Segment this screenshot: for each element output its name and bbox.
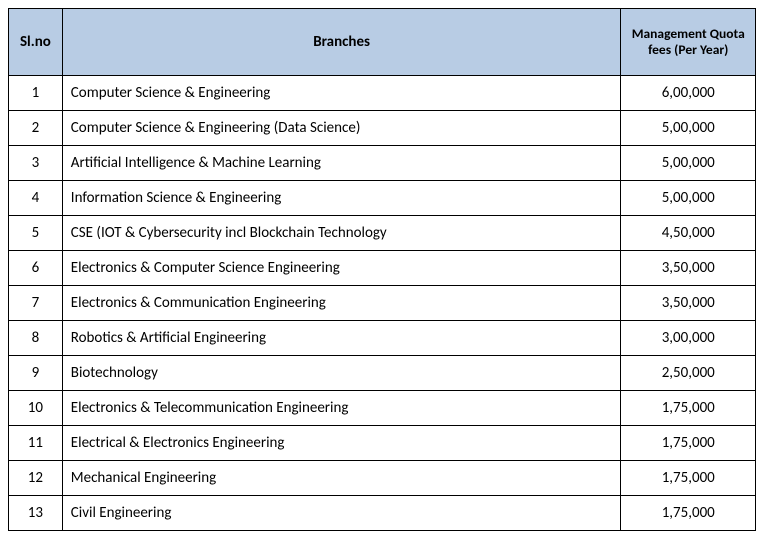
cell-fee: 1,75,000 [621, 391, 756, 426]
cell-fee: 3,00,000 [621, 321, 756, 356]
cell-slno: 4 [9, 181, 63, 216]
cell-slno: 2 [9, 111, 63, 146]
cell-fee: 1,75,000 [621, 426, 756, 461]
cell-branch: Electronics & Computer Science Engineeri… [62, 251, 621, 286]
cell-branch: Artificial Intelligence & Machine Learni… [62, 146, 621, 181]
cell-slno: 11 [9, 426, 63, 461]
table-row: 2 Computer Science & Engineering (Data S… [9, 111, 756, 146]
cell-fee: 3,50,000 [621, 286, 756, 321]
cell-fee: 2,50,000 [621, 356, 756, 391]
table-row: 9 Biotechnology 2,50,000 [9, 356, 756, 391]
table-row: 6 Electronics & Computer Science Enginee… [9, 251, 756, 286]
table-row: 5 CSE (IOT & Cybersecurity incl Blockcha… [9, 216, 756, 251]
cell-slno: 3 [9, 146, 63, 181]
cell-branch: Computer Science & Engineering (Data Sci… [62, 111, 621, 146]
table-row: 8 Robotics & Artificial Engineering 3,00… [9, 321, 756, 356]
header-fees: Management Quota fees (Per Year) [621, 9, 756, 76]
table-row: 4 Information Science & Engineering 5,00… [9, 181, 756, 216]
cell-fee: 5,00,000 [621, 146, 756, 181]
cell-fee: 5,00,000 [621, 181, 756, 216]
cell-slno: 1 [9, 76, 63, 111]
header-slno: Sl.no [9, 9, 63, 76]
cell-fee: 1,75,000 [621, 461, 756, 496]
table-row: 7 Electronics & Communication Engineerin… [9, 286, 756, 321]
fees-table: Sl.no Branches Management Quota fees (Pe… [8, 8, 756, 531]
table-row: 1 Computer Science & Engineering 6,00,00… [9, 76, 756, 111]
table-row: 13 Civil Engineering 1,75,000 [9, 496, 756, 531]
cell-fee: 4,50,000 [621, 216, 756, 251]
cell-fee: 3,50,000 [621, 251, 756, 286]
cell-slno: 9 [9, 356, 63, 391]
cell-branch: Biotechnology [62, 356, 621, 391]
cell-slno: 8 [9, 321, 63, 356]
table-row: 11 Electrical & Electronics Engineering … [9, 426, 756, 461]
cell-branch: Mechanical Engineering [62, 461, 621, 496]
table-header-row: Sl.no Branches Management Quota fees (Pe… [9, 9, 756, 76]
cell-slno: 7 [9, 286, 63, 321]
table-row: 12 Mechanical Engineering 1,75,000 [9, 461, 756, 496]
cell-fee: 1,75,000 [621, 496, 756, 531]
cell-slno: 6 [9, 251, 63, 286]
cell-branch: Computer Science & Engineering [62, 76, 621, 111]
cell-slno: 5 [9, 216, 63, 251]
table-body: 1 Computer Science & Engineering 6,00,00… [9, 76, 756, 531]
cell-branch: Information Science & Engineering [62, 181, 621, 216]
cell-branch: Civil Engineering [62, 496, 621, 531]
cell-branch: Electrical & Electronics Engineering [62, 426, 621, 461]
cell-slno: 12 [9, 461, 63, 496]
cell-slno: 13 [9, 496, 63, 531]
cell-branch: CSE (IOT & Cybersecurity incl Blockchain… [62, 216, 621, 251]
cell-fee: 6,00,000 [621, 76, 756, 111]
cell-branch: Robotics & Artificial Engineering [62, 321, 621, 356]
table-row: 3 Artificial Intelligence & Machine Lear… [9, 146, 756, 181]
cell-slno: 10 [9, 391, 63, 426]
cell-branch: Electronics & Communication Engineering [62, 286, 621, 321]
table-row: 10 Electronics & Telecommunication Engin… [9, 391, 756, 426]
cell-branch: Electronics & Telecommunication Engineer… [62, 391, 621, 426]
cell-fee: 5,00,000 [621, 111, 756, 146]
header-branches: Branches [62, 9, 621, 76]
